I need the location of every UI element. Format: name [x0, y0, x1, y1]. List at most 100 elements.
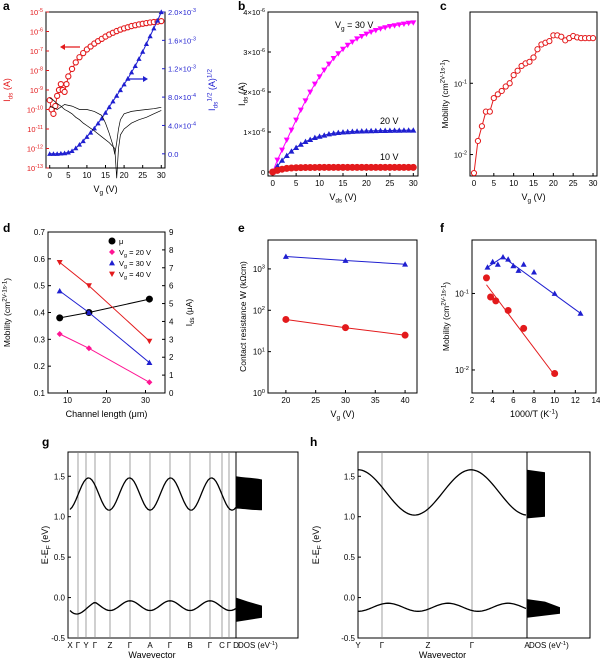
data-point — [358, 34, 365, 40]
data-point — [330, 130, 337, 136]
y-tick-label: 0.3 — [34, 335, 46, 344]
data-point — [400, 21, 407, 27]
y-tick-label: 3×10-6 — [243, 48, 265, 57]
x-tick-label: 35 — [371, 396, 380, 405]
data-point — [341, 324, 349, 332]
data-point — [335, 51, 342, 57]
data-point — [368, 127, 375, 134]
panel-label-b: b — [238, 0, 245, 13]
k-point-label: Z — [426, 641, 431, 650]
data-point — [158, 9, 164, 15]
data-point — [80, 49, 87, 57]
y-axis-label: Mobility (cm2V-1s-1) — [440, 59, 450, 128]
y2-tick-label: 1.6×10-3 — [168, 36, 196, 45]
series-line-3 — [49, 97, 162, 179]
panel-label-c: c — [440, 0, 447, 13]
panel-label-a: a — [3, 0, 10, 13]
data-point — [46, 97, 53, 104]
x-tick-label: 12 — [571, 396, 580, 405]
data-point — [504, 306, 512, 314]
k-point-label: Γ — [380, 641, 385, 650]
data-point — [316, 133, 323, 139]
data-point — [102, 110, 109, 115]
y-tick-label: 0.0 — [344, 594, 356, 603]
data-point — [510, 72, 517, 79]
data-point — [99, 115, 105, 121]
y2-tick-label: 1 — [169, 371, 174, 380]
panel-c: 0 5 10 15 20 25 30 10-2 10-1 Vg (V) Mobility (cm2V… — [440, 11, 598, 204]
data-point — [288, 148, 295, 154]
data-point — [502, 83, 509, 90]
legend-label: Vg = 20 V — [119, 248, 151, 259]
data-point — [283, 137, 290, 143]
y-tick-label: 1.0 — [344, 513, 356, 522]
red-arrowhead — [60, 44, 65, 50]
k-point-label: Γ — [470, 641, 475, 650]
data-point — [274, 163, 281, 169]
data-point — [279, 157, 286, 163]
y-tick-label: 0.5 — [34, 282, 46, 291]
data-point — [56, 330, 63, 337]
data-point — [125, 76, 131, 81]
x-axis-label: 1000/T (K-1) — [510, 408, 558, 419]
data-point — [577, 310, 584, 316]
data-point — [143, 41, 150, 46]
valence-band — [69, 600, 237, 615]
y-tick-label: 2×10-6 — [243, 88, 265, 97]
data-point — [514, 67, 521, 74]
y2-tick-label: 2.0×10-3 — [168, 8, 196, 17]
data-point — [76, 54, 83, 61]
data-point — [158, 17, 165, 25]
legend-marker — [109, 260, 115, 266]
x-tick-label: 25 — [311, 396, 320, 405]
data-point — [88, 129, 94, 135]
panel-d: 10 20 30 0.1 0.2 0.3 0.4 0.5 0.6 0.7 0 1 2 3 4 5 6 7 8 9 Cha… — [2, 228, 197, 419]
data-point — [85, 309, 92, 315]
data-point — [340, 46, 346, 53]
data-point — [307, 89, 314, 95]
y-tick-label: 10-11 — [27, 125, 43, 134]
data-point — [372, 28, 379, 34]
y-tick-label: 1.5 — [344, 472, 356, 481]
data-point — [63, 80, 70, 88]
x-tick-label: 14 — [592, 396, 600, 405]
panel-label-f: f — [440, 221, 445, 235]
data-point — [50, 151, 57, 156]
data-point — [391, 23, 398, 29]
data-point — [61, 88, 68, 96]
y2-tick-label: 9 — [169, 228, 174, 237]
y-tick-label: 10-7 — [30, 47, 43, 56]
data-point — [494, 91, 501, 98]
legend-label: Vg = 30 V — [119, 259, 151, 270]
x-tick-label: 40 — [401, 396, 410, 405]
panel-e: 20 25 30 35 40 100 101 102 103 Vg (V) Contact resi… — [238, 239, 418, 421]
data-point — [73, 145, 79, 151]
valence-band — [357, 602, 527, 612]
data-point — [382, 25, 389, 31]
y2-tick-label: 8 — [169, 246, 174, 255]
data-point — [293, 117, 300, 123]
data-point — [558, 33, 565, 40]
data-point — [321, 132, 328, 138]
data-point — [140, 49, 146, 54]
data-point — [335, 129, 342, 135]
data-point — [132, 63, 138, 68]
k-point-label: C — [219, 641, 225, 650]
x-axis-label: Vg (V) — [330, 409, 354, 421]
data-point — [128, 69, 135, 75]
data-point — [69, 148, 75, 154]
plot-frame — [267, 239, 418, 394]
data-point — [146, 338, 153, 345]
k-point-label: A — [524, 641, 530, 650]
x-tick-label: 30 — [589, 179, 598, 188]
data-point — [56, 260, 63, 266]
data-point — [274, 157, 281, 163]
x-tick-label: 30 — [341, 396, 350, 405]
data-point — [302, 138, 309, 144]
data-point — [498, 87, 505, 95]
data-point — [342, 257, 349, 263]
data-point — [121, 81, 127, 87]
data-point — [325, 61, 332, 67]
y2-tick-label: 4.0×10-4 — [168, 121, 196, 130]
